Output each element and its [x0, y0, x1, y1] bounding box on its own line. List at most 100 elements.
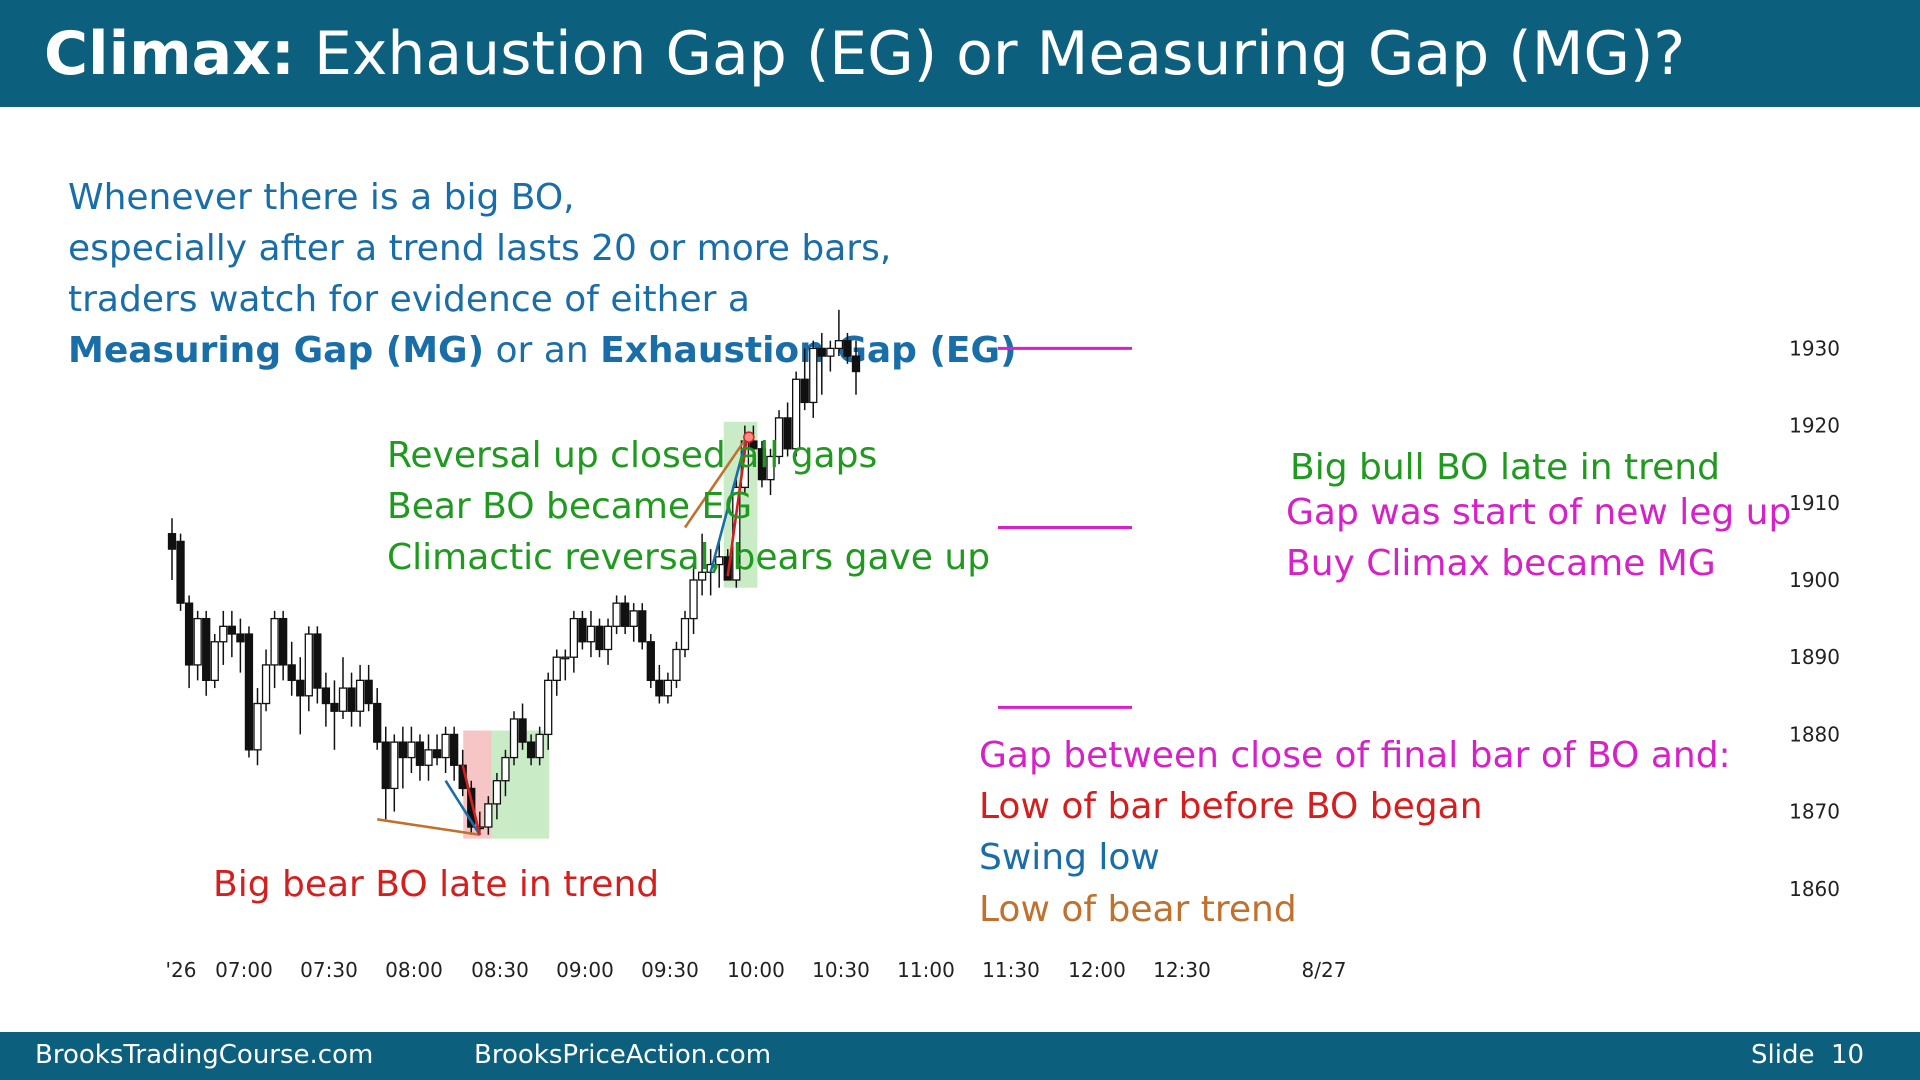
y-tick-1860: 1860: [1789, 877, 1840, 901]
candle-body-69: [757, 448, 767, 481]
intro-line-4: Measuring Gap (MG) or an Exhaustion Gap …: [68, 325, 1017, 376]
candle-body-25: [381, 741, 390, 790]
bear-gap-line-trend-low: [377, 818, 480, 837]
intro-line-2: especially after a trend lasts 20 or mor…: [68, 228, 892, 269]
x-tick-13: 8/27: [1302, 958, 1347, 982]
footer-slide-number: Slide 10: [1751, 1040, 1865, 1070]
x-tick-4: 08:30: [471, 958, 529, 982]
candle-body-33: [449, 733, 459, 766]
candle-body-54: [629, 610, 638, 627]
y-tick-1880: 1880: [1789, 722, 1840, 746]
candle-body-29: [415, 741, 425, 766]
big-bull-bo-note: Big bull BO late in trend: [1290, 447, 1720, 488]
candle-body-23: [364, 679, 373, 705]
title-bold: Climax:: [44, 19, 295, 89]
intro-line-1: Whenever there is a big BO,: [68, 177, 575, 218]
candle-body-7: [227, 625, 237, 635]
intro-eg: Exhaustion Gap (EG): [600, 330, 1017, 371]
y-tick-1900: 1900: [1789, 568, 1840, 592]
intro-mg: Measuring Gap (MG): [68, 330, 485, 371]
bull-gap-line-bar-high: [726, 437, 749, 577]
candle-body-9: [244, 633, 254, 751]
low-of-bear-trend-note: Low of bear trend: [979, 889, 1297, 930]
x-tick-8: 10:30: [812, 958, 870, 982]
candle-body-39: [501, 756, 510, 782]
candle-body-70: [766, 455, 775, 481]
candle-body-6: [219, 625, 228, 643]
x-tick-0: '26: [166, 958, 197, 982]
bull-gap-marker: [743, 431, 755, 443]
candle-body-80: [851, 355, 861, 373]
intro-line-3: traders watch for evidence of either a: [68, 279, 750, 320]
candle-body-5: [210, 641, 219, 682]
candle-body-21: [347, 687, 356, 712]
reversal-note-line-2: Bear BO became EG: [387, 486, 753, 527]
candle-body-2: [184, 602, 194, 666]
candle-body-68: [749, 440, 758, 450]
title-bar: Climax: Exhaustion Gap (EG) or Measuring…: [0, 0, 1920, 107]
y-tick-1920: 1920: [1789, 414, 1840, 438]
candle-body-45: [552, 656, 561, 682]
candle-body-53: [621, 602, 630, 627]
candle-body-11: [261, 664, 271, 705]
x-tick-6: 09:30: [641, 958, 699, 982]
candle-body-1: [176, 540, 185, 604]
candle-body-40: [509, 718, 519, 759]
y-tick-1870: 1870: [1789, 800, 1840, 824]
candle-body-77: [826, 347, 835, 357]
candle-body-71: [774, 417, 784, 458]
candle-body-15: [296, 679, 305, 697]
candle-body-16: [304, 633, 313, 697]
candle-body-49: [586, 625, 596, 643]
candle-body-22: [355, 679, 365, 712]
candle-body-79: [843, 340, 852, 357]
candle-body-12: [270, 617, 279, 666]
x-tick-9: 11:00: [897, 958, 955, 982]
candle-body-32: [441, 733, 450, 759]
footer-middle[interactable]: BrooksPriceAction.com: [474, 1040, 772, 1070]
candle-body-62: [697, 571, 707, 581]
x-tick-2: 07:30: [300, 958, 358, 982]
candle-body-57: [655, 679, 664, 697]
candle-body-41: [518, 718, 527, 743]
x-tick-11: 12:00: [1068, 958, 1126, 982]
candle-body-61: [689, 579, 698, 620]
candle-body-58: [663, 679, 673, 697]
candlestick-chart: 1860 1870 1880 1890 1900 1910 1920 1930 '26 07:00…: [166, 309, 1840, 982]
candle-body-75: [809, 347, 818, 404]
candle-body-13: [278, 617, 288, 666]
y-tick-1930: 1930: [1789, 336, 1840, 360]
candle-body-76: [817, 347, 826, 357]
candle-body-48: [578, 617, 587, 643]
footer-left[interactable]: BrooksTradingCourse.com: [35, 1040, 374, 1070]
candle-body-4: [202, 617, 211, 682]
candle-body-72: [783, 417, 792, 450]
candle-body-20: [338, 687, 348, 712]
x-tick-7: 10:00: [727, 958, 785, 982]
candle-body-10: [253, 702, 262, 751]
candle-body-43: [535, 733, 544, 759]
candle-body-74: [800, 378, 809, 404]
intro-or-an: or an: [484, 330, 601, 371]
x-tick-10: 11:30: [982, 958, 1040, 982]
candle-body-27: [398, 741, 408, 759]
candle-body-30: [424, 749, 433, 766]
reversal-note: Reversal up closed all gaps Bear BO beca…: [387, 430, 990, 583]
candle-body-17: [313, 633, 322, 689]
bull-gap-line-swing-high: [683, 436, 748, 529]
gap-between-note: Gap between close of final bar of BO and…: [979, 735, 1731, 776]
candle-body-14: [287, 664, 296, 682]
footer-bar: BrooksTradingCourse.com BrooksPriceActio…: [0, 1032, 1920, 1080]
x-tick-5: 09:00: [556, 958, 614, 982]
candle-body-3: [193, 617, 202, 666]
intro-text: Whenever there is a big BO, especially a…: [68, 172, 1017, 376]
candle-body-8: [236, 633, 245, 643]
y-tick-1910: 1910: [1789, 491, 1840, 515]
candle-body-47: [569, 617, 578, 658]
gap-start-note: Gap was start of new leg up Buy Climax b…: [1286, 487, 1791, 589]
candle-body-24: [373, 702, 382, 743]
candle-body-28: [407, 741, 416, 759]
candle-body-60: [680, 617, 690, 651]
candle-body-31: [432, 749, 442, 759]
candle-body-59: [672, 648, 681, 682]
